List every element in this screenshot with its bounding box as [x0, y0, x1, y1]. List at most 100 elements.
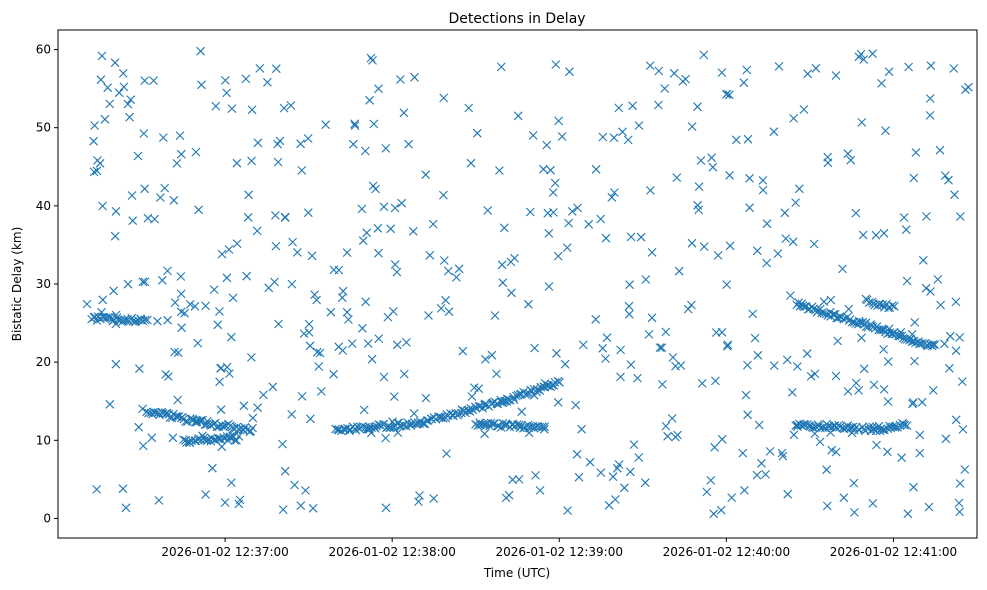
- data-point-x-marker: [357, 204, 367, 214]
- data-point-x-marker: [465, 406, 475, 416]
- data-point-x-marker: [238, 425, 248, 435]
- data-point-x-marker: [347, 339, 357, 348]
- data-point-x-marker: [131, 316, 140, 326]
- data-point-x-marker: [278, 439, 287, 449]
- data-point-x-marker: [109, 286, 118, 296]
- data-point-x-marker: [928, 386, 938, 395]
- data-point-x-marker: [876, 325, 886, 335]
- data-point-x-marker: [140, 315, 150, 325]
- data-point-x-marker: [955, 333, 965, 342]
- data-point-x-marker: [508, 475, 517, 485]
- data-point-x-marker: [140, 76, 150, 85]
- data-point-x-marker: [717, 434, 727, 444]
- data-point-x-marker: [633, 373, 642, 383]
- data-point-x-marker: [396, 75, 405, 84]
- data-point-x-marker: [699, 242, 709, 251]
- data-point-x-marker: [793, 362, 802, 371]
- data-point-x-marker: [408, 226, 418, 236]
- data-point-x-marker: [921, 283, 931, 293]
- data-point-x-marker: [225, 369, 234, 378]
- data-point-x-marker: [478, 420, 488, 429]
- data-point-x-marker: [111, 206, 121, 216]
- data-point-x-marker: [553, 251, 563, 261]
- data-point-x-marker: [290, 480, 299, 490]
- data-point-x-marker: [110, 231, 120, 241]
- data-point-x-marker: [492, 369, 501, 379]
- data-point-x-marker: [778, 451, 788, 461]
- data-point-x-marker: [941, 434, 951, 444]
- data-point-x-marker: [287, 279, 297, 289]
- data-point-x-marker: [243, 212, 253, 222]
- data-point-x-marker: [573, 203, 582, 213]
- data-point-x-marker: [634, 121, 644, 130]
- data-point-x-marker: [875, 299, 885, 309]
- data-point-x-marker: [368, 56, 377, 65]
- data-point-x-marker: [399, 369, 409, 379]
- data-point-x-marker: [598, 343, 608, 353]
- data-point-x-marker: [296, 501, 306, 510]
- data-point-x-marker: [883, 357, 893, 366]
- data-point-x-marker: [918, 255, 928, 265]
- data-point-x-marker: [374, 334, 384, 343]
- data-point-x-marker: [674, 266, 684, 276]
- data-point-x-marker: [822, 501, 832, 511]
- data-point-x-marker: [185, 300, 195, 309]
- data-point-x-marker: [844, 304, 854, 314]
- y-tick-label: 20: [36, 355, 51, 369]
- data-point-x-marker: [270, 277, 279, 287]
- data-point-x-marker: [655, 343, 665, 352]
- data-point-x-marker: [624, 301, 634, 311]
- data-point-x-marker: [609, 133, 619, 143]
- data-point-x-marker: [114, 88, 124, 98]
- data-point-x-marker: [409, 409, 419, 418]
- data-point-x-marker: [710, 442, 719, 452]
- data-point-x-marker: [888, 301, 897, 310]
- data-point-x-marker: [546, 165, 555, 175]
- data-point-x-marker: [831, 371, 841, 381]
- data-point-x-marker: [111, 359, 121, 369]
- data-point-x-marker: [442, 449, 451, 458]
- data-point-x-marker: [799, 302, 809, 312]
- x-tick-label: 2026-01-02 12:37:00: [161, 545, 288, 559]
- x-axis-ticks: 2026-01-02 12:37:00 2026-01-02 12:38:00 20…: [161, 538, 957, 559]
- data-points: [82, 46, 973, 519]
- data-point-x-marker: [348, 139, 358, 149]
- y-tick-label: 10: [36, 433, 51, 447]
- y-axis-ticks: 0 10 20 30 40 50 60: [36, 43, 58, 525]
- data-point-x-marker: [657, 343, 667, 353]
- data-point-x-marker: [826, 428, 835, 437]
- data-point-x-marker: [244, 190, 253, 200]
- data-point-x-marker: [654, 100, 663, 110]
- data-point-x-marker: [209, 285, 219, 294]
- data-point-x-marker: [173, 348, 183, 358]
- data-point-x-marker: [170, 298, 180, 307]
- data-point-x-marker: [922, 212, 931, 221]
- data-point-x-marker: [831, 447, 841, 457]
- data-point-x-marker: [513, 390, 523, 400]
- data-point-x-marker: [542, 140, 552, 150]
- data-point-x-marker: [315, 348, 325, 358]
- data-point-x-marker: [530, 343, 539, 353]
- data-point-x-marker: [304, 328, 314, 337]
- data-point-x-marker: [565, 67, 574, 77]
- data-point-x-marker: [195, 416, 204, 426]
- data-point-x-marker: [156, 193, 165, 202]
- data-point-x-marker: [706, 476, 716, 485]
- data-point-x-marker: [877, 79, 886, 88]
- data-point-x-marker: [745, 203, 754, 213]
- data-point-x-marker: [725, 241, 735, 251]
- data-point-x-marker: [550, 378, 560, 387]
- data-point-x-marker: [629, 440, 639, 449]
- data-point-x-marker: [773, 249, 783, 258]
- data-point-x-marker: [374, 248, 383, 258]
- data-point-x-marker: [769, 361, 779, 370]
- data-point-x-marker: [305, 341, 315, 351]
- data-point-x-marker: [310, 290, 319, 299]
- data-point-x-marker: [551, 60, 561, 69]
- data-point-x-marker: [944, 363, 954, 373]
- data-point-x-marker: [658, 380, 667, 389]
- data-point-x-marker: [902, 276, 912, 286]
- data-point-x-marker: [181, 417, 191, 426]
- data-point-x-marker: [911, 148, 921, 157]
- data-point-x-marker: [234, 432, 244, 441]
